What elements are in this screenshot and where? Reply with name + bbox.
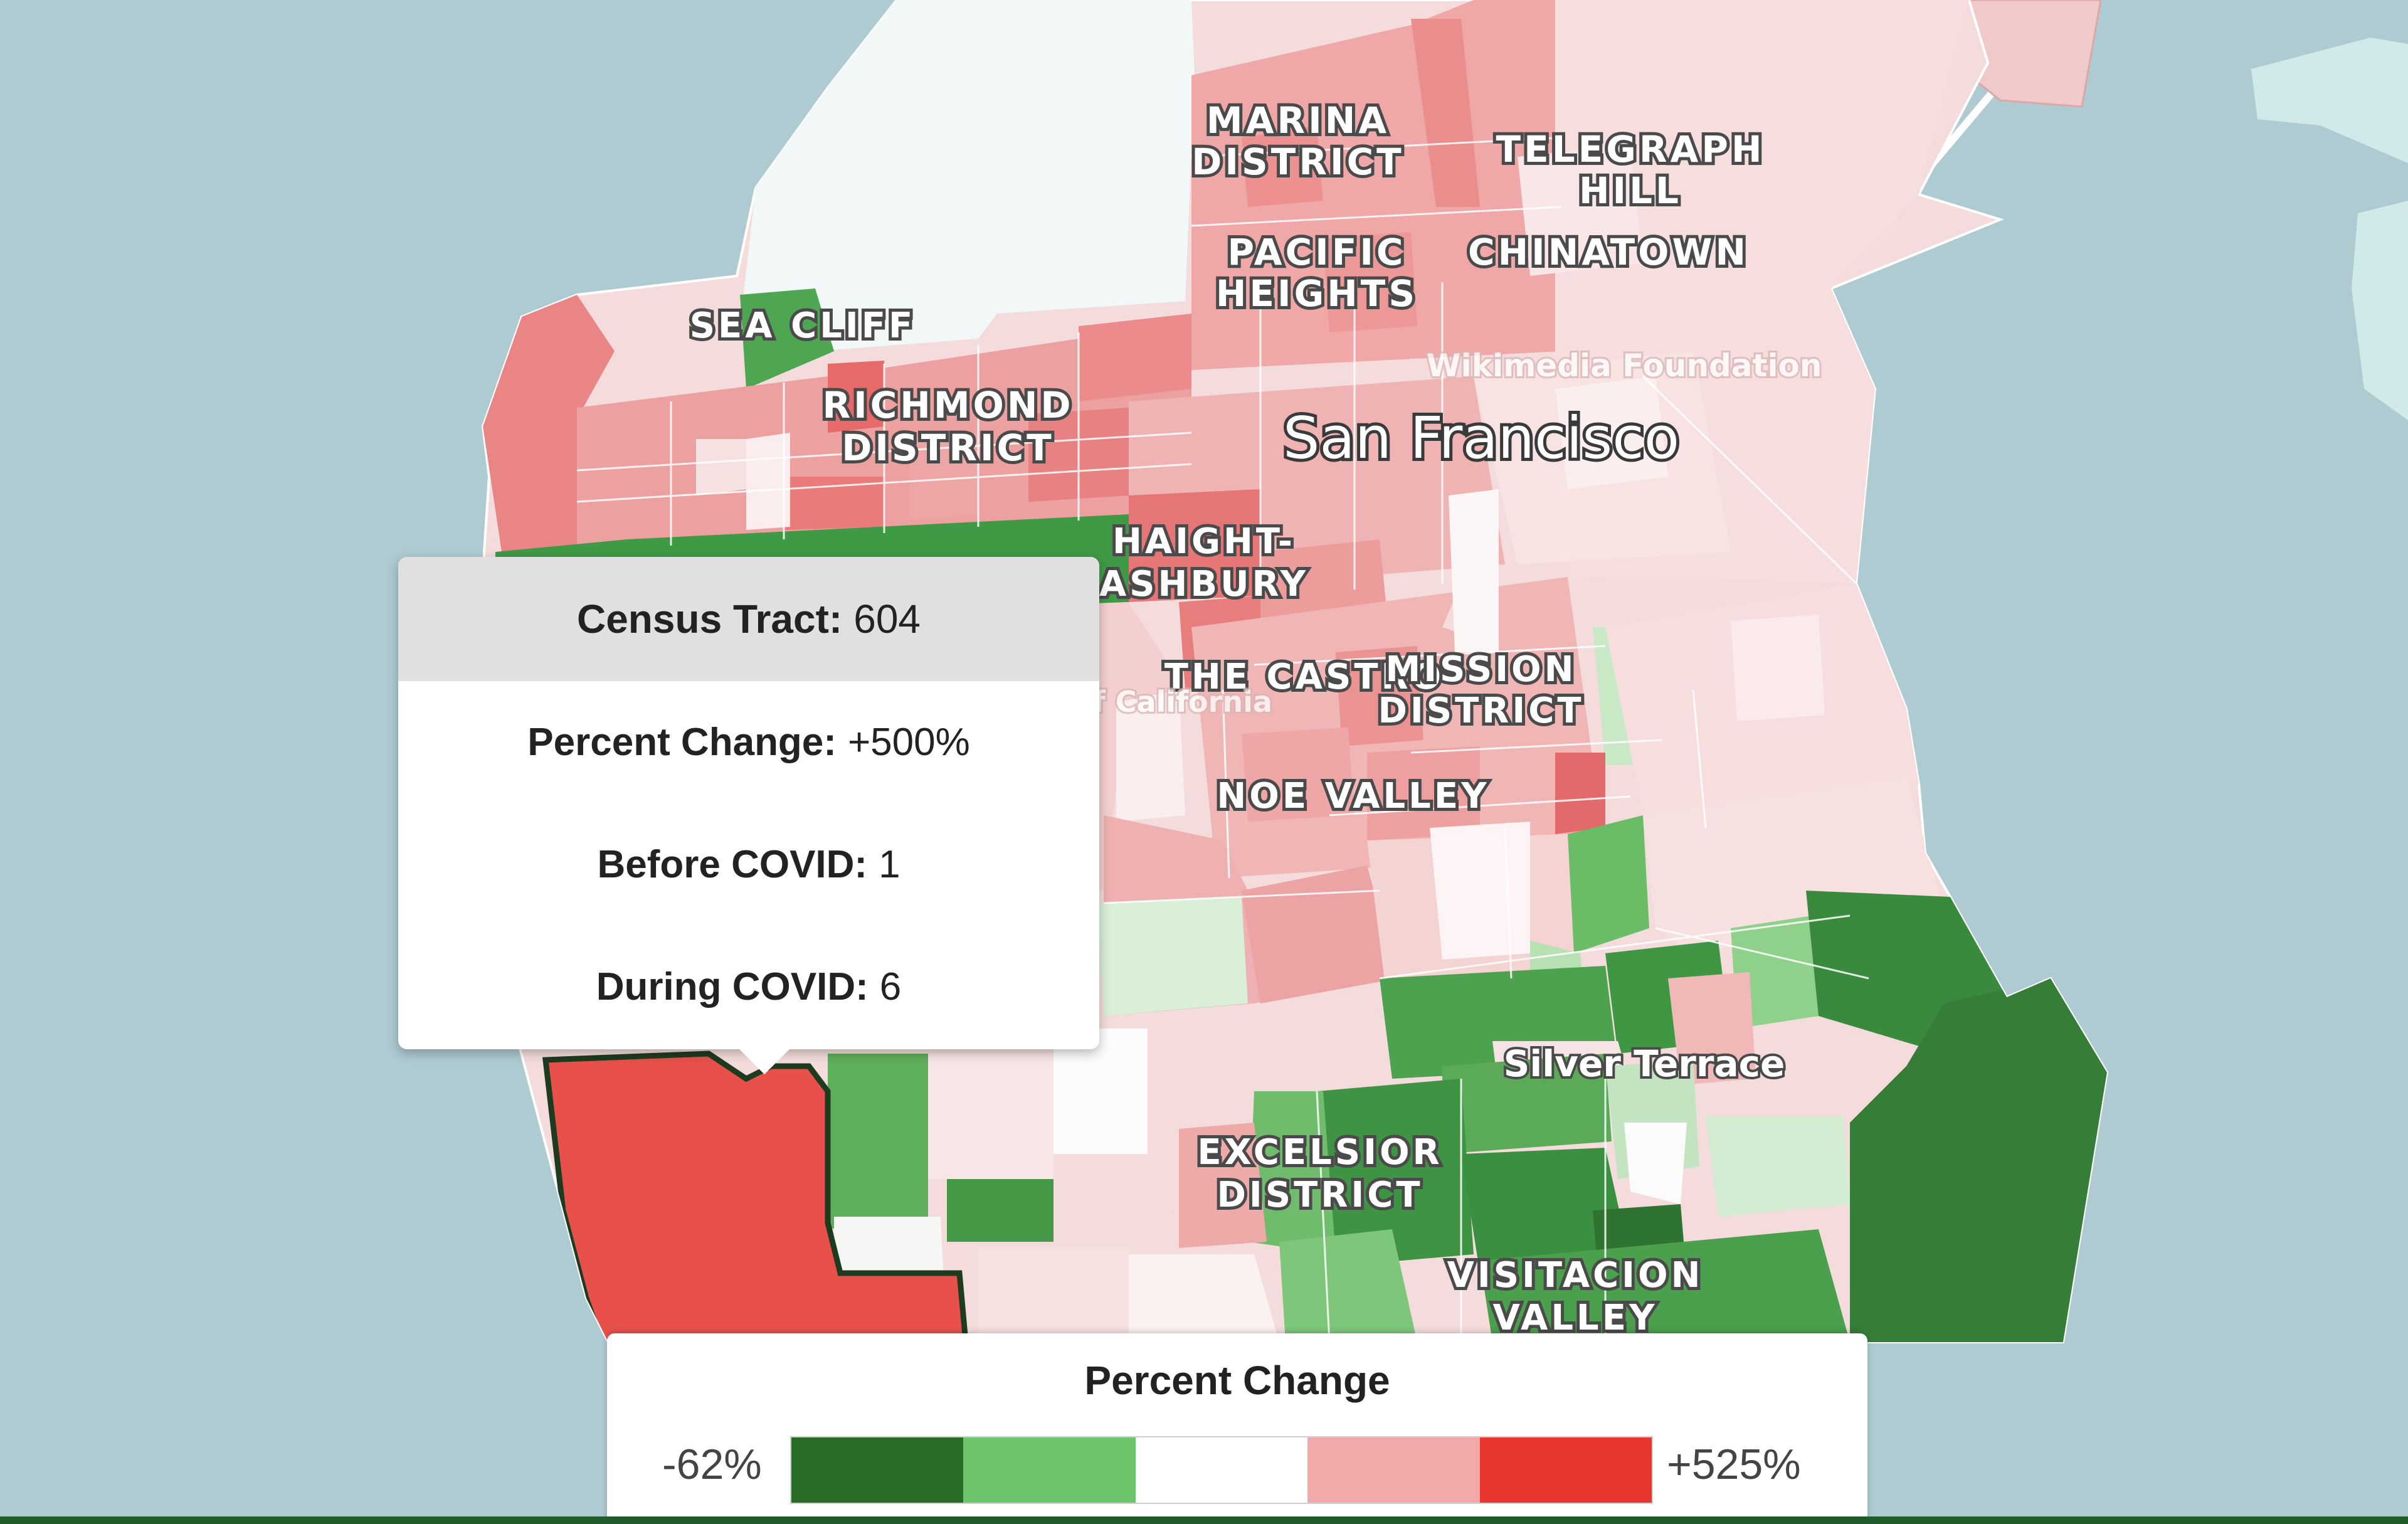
wikimedia-foundation-label: Wikimedia Foundation (1427, 347, 1822, 384)
silver-terrace-label: Silver Terrace (1504, 1042, 1785, 1085)
tooltip-row-before-covid: Before COVID: 1 (398, 803, 1099, 926)
sea-cliff-label: SEA CLIFF (690, 305, 916, 346)
tooltip-pointer (737, 1047, 792, 1074)
tooltip-row-label: Before COVID: (597, 843, 868, 886)
tooltip-header: Census Tract: 604 (398, 557, 1099, 681)
richmond-district-label: RICHMOND DISTRICT (822, 384, 1074, 469)
marina-district-label: MARINA DISTRICT (1191, 99, 1404, 183)
legend-title: Percent Change (1084, 1358, 1390, 1403)
of-california-label: of California (1073, 685, 1272, 719)
pacific-heights-label: PACIFIC HEIGHTS (1216, 231, 1418, 315)
tooltip-title-value: 604 (853, 596, 921, 642)
haight-ashbury-label: HAIGHT-ASHBURY (1099, 521, 1309, 605)
telegraph-hill-label: TELEGRAPH HILL (1496, 128, 1765, 212)
legend-swatch (1135, 1437, 1308, 1503)
tract-tooltip: Census Tract: 604 Percent Change: +500% … (398, 557, 1099, 1074)
san-francisco-label: San Francisco (1283, 405, 1679, 472)
legend-swatch (791, 1437, 964, 1503)
color-legend: Percent Change -62% +525% (607, 1333, 1867, 1524)
chinatown-label: CHINATOWN (1468, 231, 1749, 273)
tooltip-title-label: Census Tract: (576, 596, 843, 642)
tooltip-row-percent-change: Percent Change: +500% (398, 681, 1099, 803)
tooltip-row-value: 6 (879, 965, 902, 1008)
legend-color-bar (790, 1436, 1653, 1504)
excelsior-district-label: EXCELSIOR DISTRICT (1197, 1132, 1442, 1215)
legend-swatch (1479, 1437, 1652, 1503)
legend-swatch (1307, 1437, 1480, 1503)
neighborhood-labels: MARINA DISTRICT TELEGRAPH HILL CHINATOWN P… (687, 96, 1824, 1341)
mission-district-label: MISSION DISTRICT (1378, 649, 1584, 731)
legend-swatch (963, 1437, 1136, 1503)
tooltip-row-value: 1 (879, 843, 900, 886)
tooltip-row-label: During COVID: (596, 965, 869, 1008)
castro-label: THE CASTRO (1164, 657, 1445, 697)
legend-min-label: -62% (662, 1441, 762, 1488)
tooltip-row-value: +500% (847, 721, 970, 764)
tooltip-row-label: Percent Change: (527, 721, 837, 764)
bottom-border (0, 1516, 2408, 1524)
tooltip-row-during-covid: During COVID: 6 (398, 926, 1099, 1048)
legend-max-label: +525% (1667, 1441, 1801, 1488)
noe-valley-label: NOE VALLEY (1217, 776, 1489, 817)
